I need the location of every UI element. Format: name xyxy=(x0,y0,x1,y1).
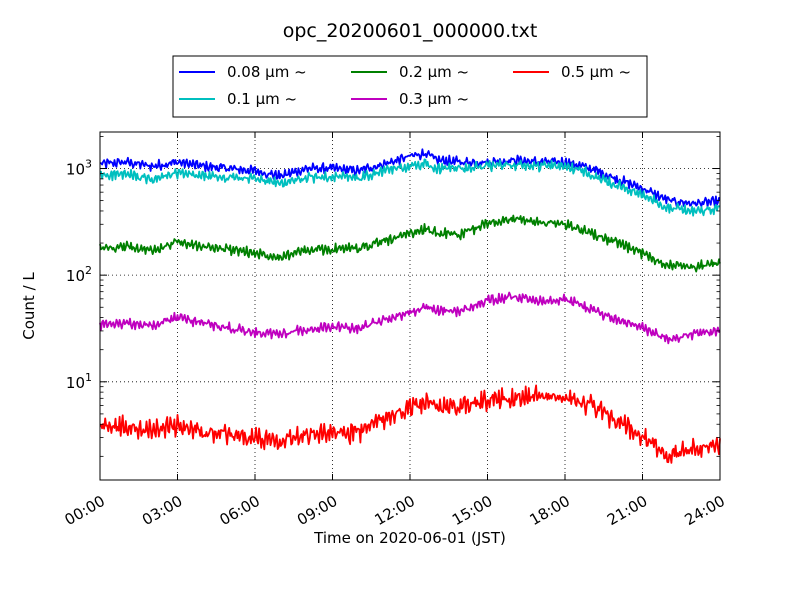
y-axis-label: Count / L xyxy=(20,272,38,340)
ticks xyxy=(99,132,721,480)
series-line xyxy=(100,158,721,217)
series-line xyxy=(99,384,721,464)
legend: 0.08 μm ~ 0.1 μm ~ 0.2 μm ~ 0.3 μm ~ 0.5 μm … xyxy=(172,55,648,118)
y-tick-label: 101 xyxy=(66,371,92,392)
grid xyxy=(100,132,720,480)
series-line xyxy=(99,291,721,345)
legend-label: 0.08 μm ~ xyxy=(227,63,307,81)
x-axis-label: Time on 2020-06-01 (JST) xyxy=(313,529,506,547)
y-tick-label: 102 xyxy=(66,264,92,285)
chart-title: opc_20200601_000000.txt xyxy=(283,20,538,42)
legend-box xyxy=(172,55,648,118)
series-lines xyxy=(99,148,721,464)
y-tick-label: 103 xyxy=(66,158,92,179)
legend-label: 0.1 μm ~ xyxy=(227,90,297,108)
legend-label: 0.3 μm ~ xyxy=(399,90,469,108)
legend-label: 0.5 μm ~ xyxy=(561,63,631,81)
legend-label: 0.2 μm ~ xyxy=(399,63,469,81)
series-line xyxy=(100,148,721,208)
series-line xyxy=(99,214,721,273)
